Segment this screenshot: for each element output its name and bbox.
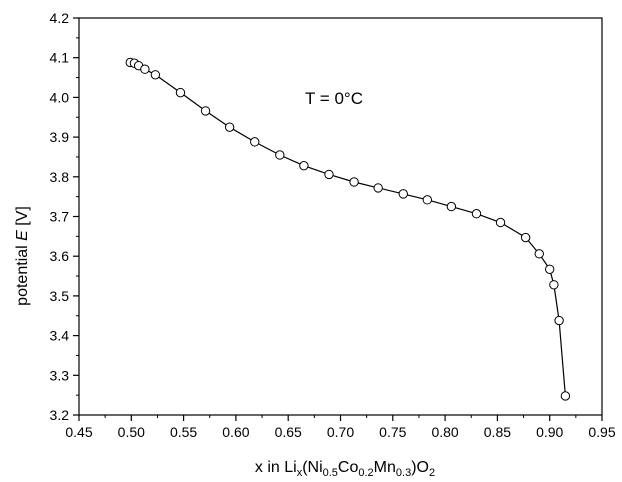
data-point [471,209,482,219]
data-point [200,106,211,116]
x-tick-label: 0.80 [431,424,458,440]
x-axis-label: x in Lix(Ni0.5Co0.2Mn0.3)O2 [255,459,435,479]
x-tick-label: 0.95 [588,424,615,440]
data-point [545,264,555,275]
data-point [349,177,359,187]
data-point [275,150,285,160]
y-tick-label: 3.8 [50,169,70,185]
x-tick-label: 0.70 [327,424,354,440]
data-point [150,70,161,80]
x-tick-label: 0.45 [65,424,92,440]
x-tick-label: 0.75 [379,424,406,440]
y-tick-label: 3.4 [50,328,70,344]
points-layer [125,57,571,401]
x-tick-label: 0.60 [222,424,249,440]
data-point [324,169,334,180]
data-point [422,195,433,205]
x-tick-label: 0.50 [118,424,145,440]
temperature-annotation: T = 0°C [305,89,363,108]
data-point [534,249,544,259]
data-point [250,137,260,147]
data-point [398,189,408,199]
plot-frame [78,17,603,416]
x-tick-label: 0.65 [275,424,302,440]
data-point [299,160,309,171]
y-tick-label: 3.2 [50,407,70,423]
x-tick-label: 0.85 [484,424,511,440]
data-point [175,87,186,98]
data-point [520,232,531,243]
data-point [495,217,506,228]
data-point [560,391,571,401]
ticks-layer: 0.45 0.50 0.55 0.60 0.65 0.70 0.75 0.80 0.85 0.90… [50,10,616,440]
y-tick-label: 3.9 [50,129,70,145]
series-line [130,61,566,396]
data-point [373,183,383,193]
y-tick-label: 3.3 [50,367,70,383]
data-point [140,64,150,74]
y-tick-label: 3.5 [50,288,70,304]
data-point [224,122,235,132]
x-tick-label: 0.90 [536,424,563,440]
data-point [446,201,457,212]
y-tick-label: 4.1 [50,50,70,66]
y-tick-label: 4.2 [50,10,70,26]
data-point [554,315,564,326]
data-point [549,280,559,290]
x-tick-label: 0.55 [170,424,197,440]
y-tick-label: 4.0 [50,89,70,105]
y-axis-label: potential E [V] [14,206,31,306]
y-tick-label: 3.7 [50,209,70,225]
y-tick-label: 3.6 [50,248,70,264]
